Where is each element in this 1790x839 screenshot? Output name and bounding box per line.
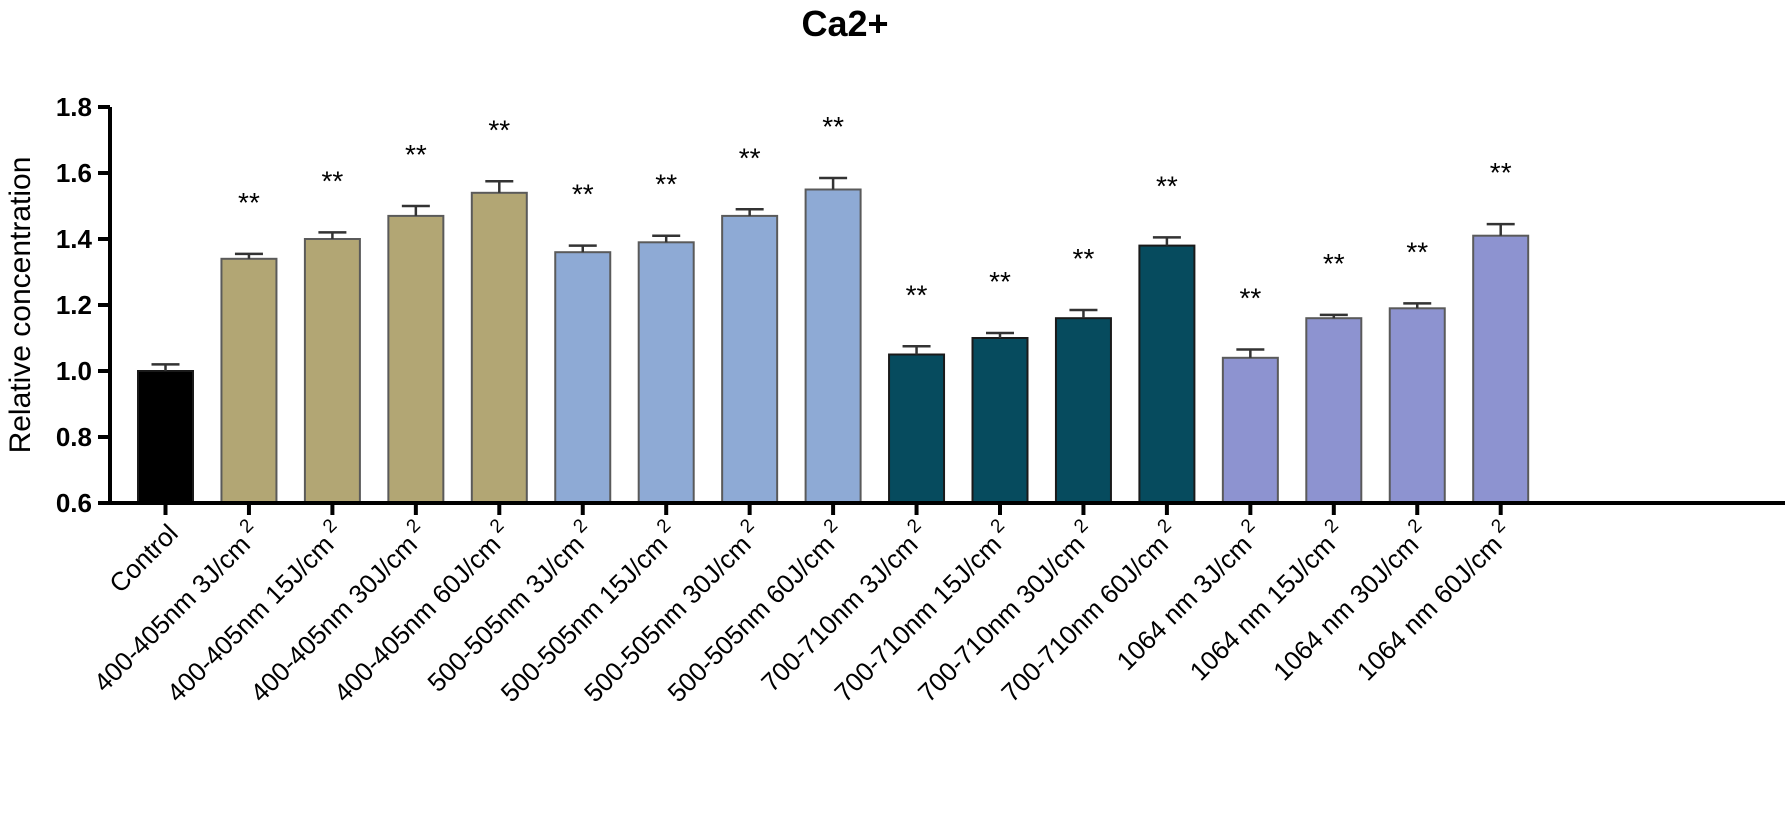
y-tick-label: 1.2 [56,290,92,320]
significance-label: ** [655,169,677,200]
significance-label: ** [572,179,594,210]
y-tick-label: 1.8 [56,92,92,122]
significance-label: ** [1239,283,1261,314]
bar [1138,244,1196,504]
significance-label: ** [1490,157,1512,188]
x-tick-label: Control [103,518,183,598]
bar [971,337,1029,504]
bar [1472,234,1530,504]
y-axis: 0.6 0.8 1.0 1.2 1.4 1.6 1.8 [56,92,112,518]
significance-label: ** [1156,170,1178,201]
bars-group: ** ** ** ** ** ** ** ** ** ** ** ** ** ** ** ** [137,111,1530,505]
significance-label: ** [989,266,1011,297]
y-tick-label: 1.4 [56,224,93,254]
bar [804,188,862,504]
significance-label: ** [238,187,260,218]
bar [137,370,194,504]
significance-label: ** [822,111,844,142]
bar [220,257,278,504]
significance-label: ** [906,279,928,310]
significance-label: ** [1323,248,1345,279]
bar [1305,317,1363,505]
bar [637,241,695,505]
significance-label: ** [1406,236,1428,267]
x-axis [108,501,1785,515]
y-tick-label: 0.6 [56,488,92,518]
bar [1388,307,1446,504]
chart-title: Ca2+ [801,3,888,44]
significance-label: ** [322,165,344,196]
bar [1054,317,1112,505]
significance-label: ** [405,139,427,170]
y-axis-label: Relative concentration [4,157,37,454]
significance-label: ** [488,114,510,145]
bar [470,191,528,505]
y-tick-label: 1.6 [56,158,92,188]
significance-label: ** [739,142,761,173]
y-tick-label: 1.0 [56,356,92,386]
significance-label: ** [1073,243,1095,274]
bar [721,214,779,504]
bar [1221,356,1279,504]
bar [888,353,946,504]
bar [387,214,445,504]
x-tick-label: 1064 nm 3J/cm 2 [1108,515,1269,676]
bar [554,251,612,504]
bar [303,238,361,504]
y-tick-label: 0.8 [56,422,92,452]
